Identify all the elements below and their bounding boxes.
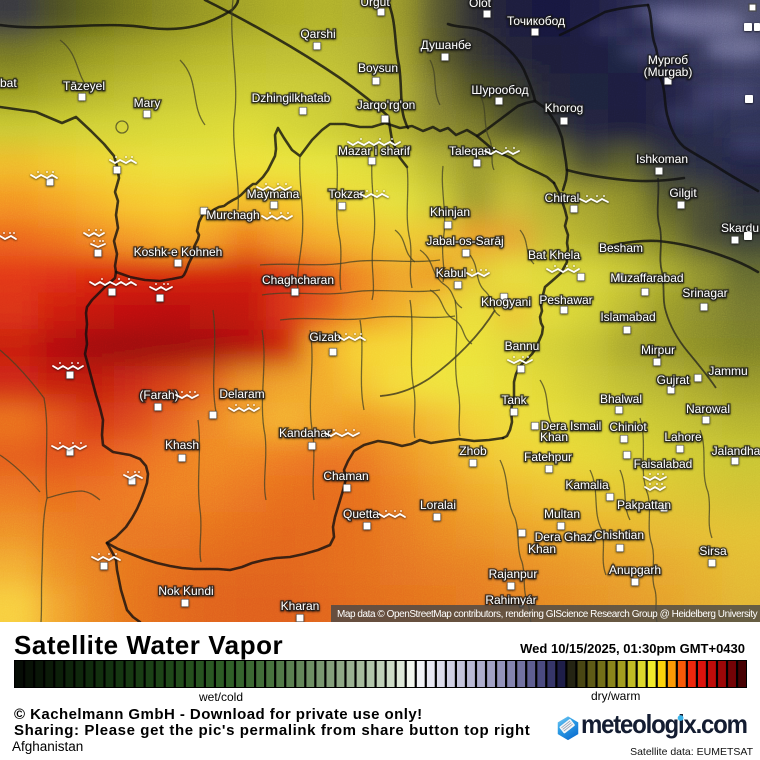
svg-text:Map data © OpenStreetMap contr: Map data © OpenStreetMap contributors, r… — [337, 609, 758, 620]
svg-text:meteologix.com: meteologix.com — [581, 710, 747, 739]
